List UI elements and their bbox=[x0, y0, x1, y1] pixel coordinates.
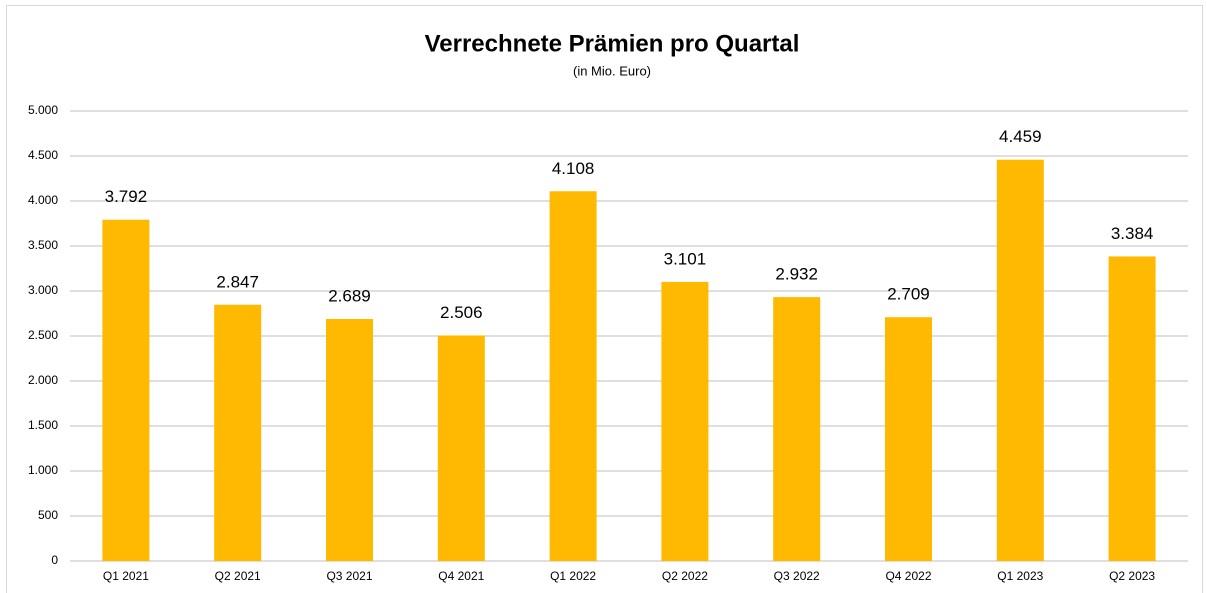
bar bbox=[996, 159, 1044, 561]
bar bbox=[214, 304, 262, 561]
bar bbox=[661, 281, 709, 561]
x-tick-label: Q4 2022 bbox=[885, 569, 931, 583]
y-tick-label: 500 bbox=[38, 508, 58, 522]
y-tick-label: 5.000 bbox=[28, 103, 58, 117]
x-tick-label: Q1 2022 bbox=[550, 569, 596, 583]
y-tick-label: 1.000 bbox=[28, 463, 58, 477]
bar bbox=[1108, 256, 1156, 561]
bar bbox=[437, 335, 485, 561]
x-tick-label: Q2 2022 bbox=[662, 569, 708, 583]
y-tick-label: 2.500 bbox=[28, 328, 58, 342]
value-label: 2.847 bbox=[216, 272, 259, 291]
chart-subtitle: (in Mio. Euro) bbox=[573, 63, 651, 78]
bar bbox=[773, 297, 821, 561]
chart-title: Verrechnete Prämien pro Quartal bbox=[425, 30, 800, 57]
value-label: 3.101 bbox=[664, 249, 707, 268]
bar bbox=[549, 191, 597, 561]
y-tick-label: 3.500 bbox=[28, 238, 58, 252]
x-tick-label: Q2 2021 bbox=[215, 569, 261, 583]
bar bbox=[102, 219, 150, 561]
x-tick-label: Q2 2023 bbox=[1109, 569, 1155, 583]
value-label: 2.689 bbox=[328, 286, 371, 305]
y-tick-label: 0 bbox=[51, 553, 58, 567]
x-tick-label: Q3 2021 bbox=[326, 569, 372, 583]
value-label: 4.108 bbox=[552, 159, 595, 178]
y-tick-label: 4.500 bbox=[28, 148, 58, 162]
value-label: 4.459 bbox=[999, 127, 1042, 146]
value-label: 2.932 bbox=[775, 265, 818, 284]
y-tick-label: 4.000 bbox=[28, 193, 58, 207]
x-tick-label: Q1 2021 bbox=[103, 569, 149, 583]
y-tick-label: 2.000 bbox=[28, 373, 58, 387]
y-tick-label: 1.500 bbox=[28, 418, 58, 432]
x-tick-label: Q3 2022 bbox=[774, 569, 820, 583]
bar bbox=[885, 317, 932, 561]
bar bbox=[326, 318, 373, 561]
x-tick-label: Q4 2021 bbox=[438, 569, 484, 583]
x-tick-label: Q1 2023 bbox=[997, 569, 1043, 583]
value-label: 2.709 bbox=[887, 285, 930, 304]
value-label: 3.384 bbox=[1111, 224, 1154, 243]
value-label: 2.506 bbox=[440, 303, 483, 322]
value-label: 3.792 bbox=[105, 187, 148, 206]
y-tick-label: 3.000 bbox=[28, 283, 58, 297]
